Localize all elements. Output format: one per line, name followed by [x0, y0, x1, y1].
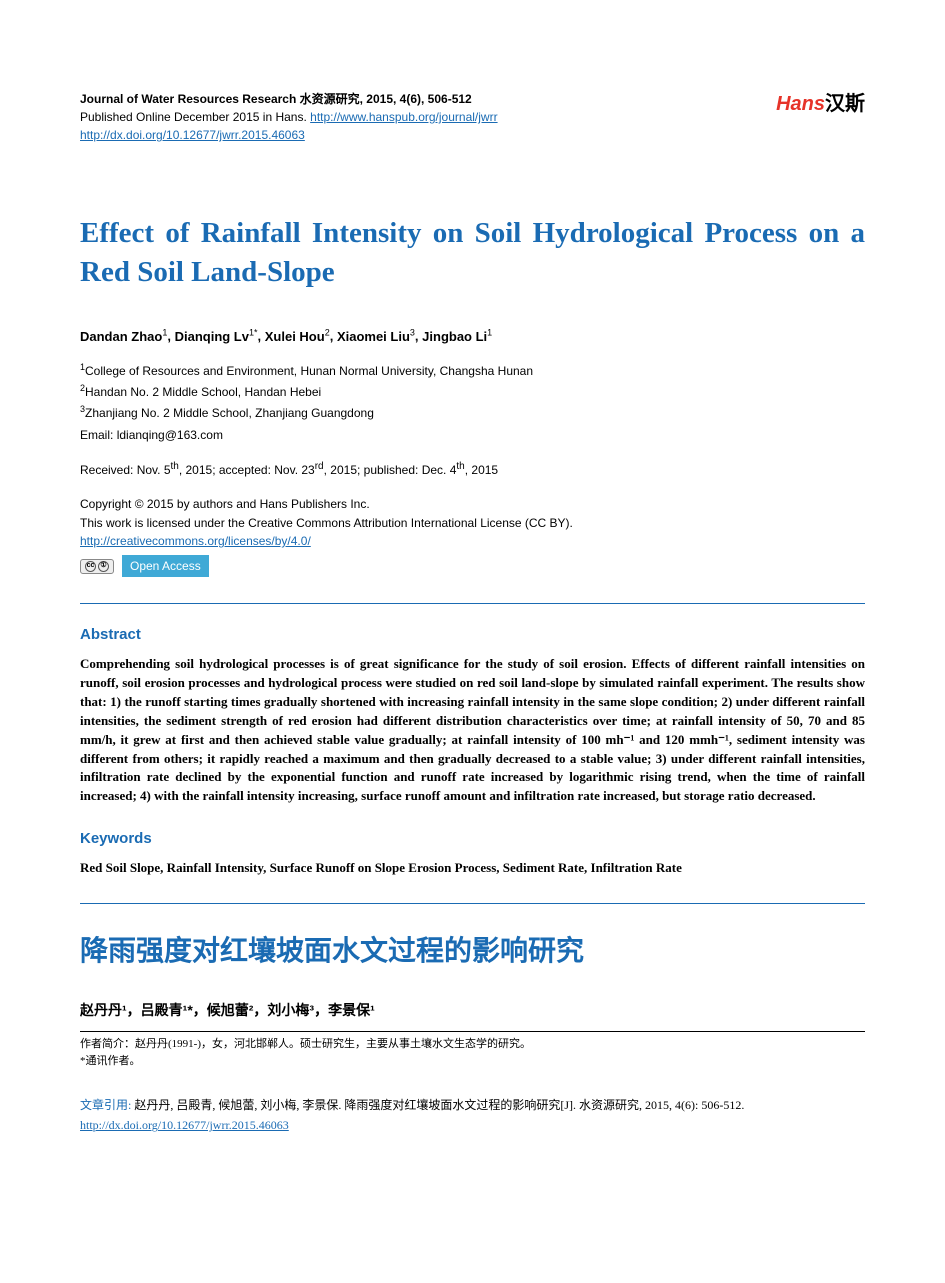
page-header: Journal of Water Resources Research 水资源研…	[80, 90, 865, 144]
keywords-heading: Keywords	[80, 828, 865, 849]
article-title-en: Effect of Rainfall Intensity on Soil Hyd…	[80, 214, 865, 292]
citation-doi-link[interactable]: http://dx.doi.org/10.12677/jwrr.2015.460…	[80, 1118, 289, 1132]
email-line: Email: ldianqing@163.com	[80, 427, 865, 444]
authors-en: Dandan Zhao1, Dianqing Lv1*, Xulei Hou2,…	[80, 326, 865, 346]
journal-info: Journal of Water Resources Research 水资源研…	[80, 90, 498, 144]
divider-2	[80, 903, 865, 904]
published-line: Published Online December 2015 in Hans. …	[80, 108, 498, 126]
doi-link[interactable]: http://dx.doi.org/10.12677/jwrr.2015.460…	[80, 128, 305, 142]
citation-label: 文章引用:	[80, 1098, 134, 1112]
publisher-logo: Hans汉斯	[776, 90, 865, 118]
divider-1	[80, 603, 865, 604]
affiliation: 3Zhanjiang No. 2 Middle School, Zhanjian…	[80, 402, 865, 423]
citation-block: 文章引用: 赵丹丹, 吕殿青, 候旭蕾, 刘小梅, 李景保. 降雨强度对红壤坡面…	[80, 1095, 865, 1136]
dates-line: Received: Nov. 5th, 2015; accepted: Nov.…	[80, 460, 865, 479]
keywords-text: Red Soil Slope, Rainfall Intensity, Surf…	[80, 859, 865, 877]
author: Dandan Zhao1	[80, 329, 167, 344]
author: Jingbao Li1	[422, 329, 492, 344]
open-access-badge: Open Access	[122, 555, 209, 578]
badges: cc① Open Access	[80, 555, 865, 578]
journal-url-link[interactable]: http://www.hanspub.org/journal/jwrr	[310, 110, 497, 124]
logo-cn: 汉斯	[825, 93, 865, 115]
copyright-line1: Copyright © 2015 by authors and Hans Pub…	[80, 495, 865, 514]
footnote-separator	[80, 1031, 865, 1032]
author: Xulei Hou2	[265, 329, 330, 344]
abstract-heading: Abstract	[80, 624, 865, 645]
authors-cn: 赵丹丹¹，吕殿青¹*，候旭蕾²，刘小梅³，李景保¹	[80, 1001, 865, 1021]
footnote-author-bio: 作者简介：赵丹丹(1991-)，女，河北邯郸人。硕士研究生，主要从事土壤水文生态…	[80, 1036, 865, 1053]
affiliation: 2Handan No. 2 Middle School, Handan Hebe…	[80, 381, 865, 402]
article-title-cn: 降雨强度对红壤坡面水文过程的影响研究	[80, 932, 865, 971]
affiliations: 1College of Resources and Environment, H…	[80, 360, 865, 424]
email-label: Email:	[80, 428, 117, 442]
copyright-block: Copyright © 2015 by authors and Hans Pub…	[80, 495, 865, 577]
abstract-text: Comprehending soil hydrological processe…	[80, 655, 865, 806]
cc-url-link[interactable]: http://creativecommons.org/licenses/by/4…	[80, 534, 311, 548]
published-text: Published Online December 2015 in Hans.	[80, 110, 310, 124]
author: Dianqing Lv1*	[175, 329, 258, 344]
footnote-corresponding: *通讯作者。	[80, 1053, 865, 1070]
cc-badge-icon: cc①	[80, 559, 114, 574]
journal-line: Journal of Water Resources Research 水资源研…	[80, 90, 498, 108]
affiliation: 1College of Resources and Environment, H…	[80, 360, 865, 381]
author: Xiaomei Liu3	[337, 329, 415, 344]
email-address: ldianqing@163.com	[117, 428, 223, 442]
citation-text: 赵丹丹, 吕殿青, 候旭蕾, 刘小梅, 李景保. 降雨强度对红壤坡面水文过程的影…	[134, 1098, 744, 1112]
copyright-line2: This work is licensed under the Creative…	[80, 514, 865, 533]
logo-hans: Hans	[776, 93, 825, 115]
